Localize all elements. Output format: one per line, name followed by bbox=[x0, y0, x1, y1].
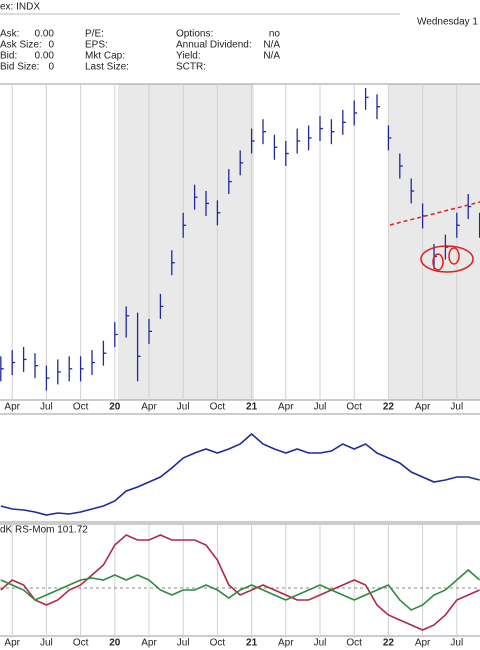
x-tick-label: Apr bbox=[4, 402, 20, 413]
x-tick-label: 22 bbox=[383, 402, 395, 413]
x-tick-label: Jul bbox=[40, 638, 53, 649]
field-label: Yield: bbox=[176, 51, 201, 62]
field-value: 0 bbox=[48, 40, 54, 51]
date: Wednesday 1 bbox=[417, 17, 478, 28]
x-tick-label: Oct bbox=[346, 402, 362, 413]
highlight-ellipse bbox=[432, 253, 444, 271]
trend-line bbox=[389, 201, 480, 226]
field-label: SCTR: bbox=[176, 62, 206, 73]
x-tick-label: Apr bbox=[141, 402, 157, 413]
x-tick-label: Apr bbox=[141, 638, 157, 649]
highlight-ellipse bbox=[420, 245, 474, 273]
x-tick-label: Apr bbox=[4, 638, 20, 649]
field-label: P/E: bbox=[85, 29, 104, 40]
series-line bbox=[0, 432, 480, 516]
series-line bbox=[0, 568, 480, 611]
field-label: EPS: bbox=[85, 40, 108, 51]
field-value: N/A bbox=[263, 51, 280, 62]
x-tick-label: 21 bbox=[246, 638, 258, 649]
x-tick-label: Jul bbox=[177, 402, 190, 413]
field-value: 0.00 bbox=[35, 29, 55, 40]
series-line bbox=[0, 534, 480, 631]
field-value: no bbox=[269, 29, 281, 40]
field-label: Ask Size: bbox=[0, 40, 42, 51]
field-value: 0 bbox=[48, 62, 54, 73]
field-label: Last Size: bbox=[85, 62, 129, 73]
field-label: Annual Dividend: bbox=[176, 40, 252, 51]
year-shade bbox=[389, 84, 480, 400]
x-tick-label: Oct bbox=[73, 402, 89, 413]
x-tick-label: Jul bbox=[314, 638, 327, 649]
field-label: Bid: bbox=[0, 51, 17, 62]
field-label: Mkt Cap: bbox=[85, 51, 125, 62]
x-tick-label: Jul bbox=[450, 402, 463, 413]
price-panel bbox=[0, 83, 480, 401]
year-shade bbox=[118, 84, 254, 400]
indicator-label: dK RS-Mom 101.72 bbox=[0, 525, 88, 536]
field-value: N/A bbox=[263, 40, 280, 51]
exchange: ex: INDX bbox=[0, 2, 40, 13]
field-label: Bid Size: bbox=[0, 62, 39, 73]
x-tick-label: Jul bbox=[40, 402, 53, 413]
x-tick-label: 21 bbox=[246, 402, 258, 413]
mom-panel bbox=[0, 523, 480, 637]
x-tick-label: Oct bbox=[210, 402, 226, 413]
x-tick-label: Oct bbox=[210, 638, 226, 649]
field-value: 0.00 bbox=[35, 51, 55, 62]
field-label: Options: bbox=[176, 29, 213, 40]
x-tick-label: 20 bbox=[109, 638, 121, 649]
x-tick-label: Apr bbox=[415, 638, 431, 649]
highlight-ellipse bbox=[448, 247, 460, 265]
x-tick-label: Apr bbox=[415, 402, 431, 413]
x-tick-label: Apr bbox=[278, 638, 294, 649]
x-tick-label: 20 bbox=[109, 402, 121, 413]
x-tick-label: Oct bbox=[73, 638, 89, 649]
x-tick-label: Jul bbox=[450, 638, 463, 649]
x-tick-label: 22 bbox=[383, 638, 395, 649]
field-label: Ask: bbox=[0, 29, 19, 40]
x-tick-label: Jul bbox=[314, 402, 327, 413]
x-tick-label: Apr bbox=[278, 402, 294, 413]
rs-panel bbox=[0, 413, 480, 523]
x-tick-label: Oct bbox=[346, 638, 362, 649]
x-tick-label: Jul bbox=[177, 638, 190, 649]
